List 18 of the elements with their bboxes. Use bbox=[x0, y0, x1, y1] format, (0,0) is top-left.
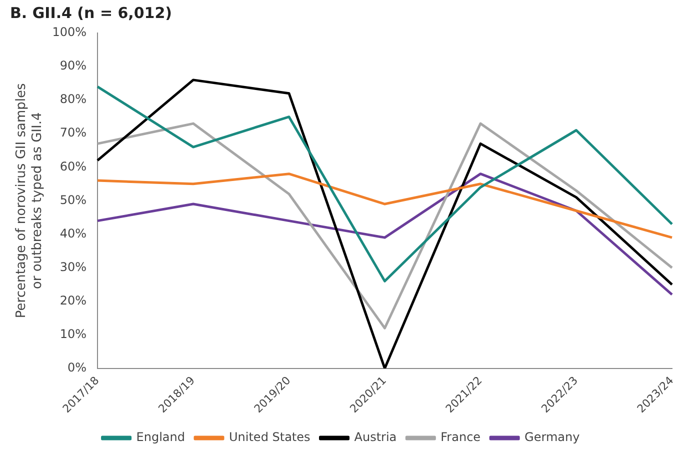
y-tick-label: 100% bbox=[52, 25, 87, 40]
legend-label: England bbox=[136, 430, 186, 444]
legend-label: France bbox=[440, 430, 481, 444]
y-tick-label: 90% bbox=[60, 58, 87, 73]
y-tick-label: 50% bbox=[60, 192, 87, 207]
y-tick-label: 70% bbox=[60, 126, 87, 140]
legend-label: Germany bbox=[524, 430, 580, 444]
y-axis-title: Percentage of norovirus GII samples or outbreaks typed as GII.4 bbox=[14, 83, 45, 318]
legend-label: Austria bbox=[354, 430, 397, 444]
y-tick-label: 20% bbox=[60, 293, 87, 308]
y-tick-label: 10% bbox=[60, 326, 87, 341]
y-tick-label: 40% bbox=[60, 226, 87, 240]
y-tick-label: 30% bbox=[60, 260, 87, 274]
chart-title: B. GII.4 (n = 6,012) bbox=[10, 4, 172, 22]
y-tick-label: 60% bbox=[60, 159, 87, 174]
y-tick-label: 0% bbox=[67, 360, 87, 374]
legend-label: United States bbox=[229, 430, 310, 444]
y-tick-label: 80% bbox=[60, 92, 87, 106]
